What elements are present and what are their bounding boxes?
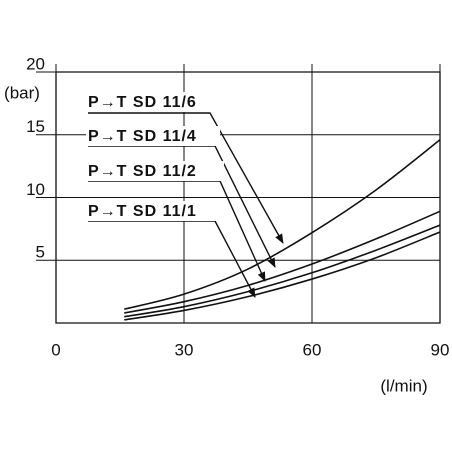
label-bg xyxy=(86,92,216,112)
series-label: P→T SD 11/2 xyxy=(88,163,197,180)
series-label: P→T SD 11/1 xyxy=(88,203,197,220)
x-tick-label: 30 xyxy=(175,340,194,359)
x-tick-label: 60 xyxy=(303,340,322,359)
label-bg xyxy=(86,161,224,181)
y-axis-label: (bar) xyxy=(4,83,40,102)
label-bg xyxy=(86,201,218,221)
series-line xyxy=(124,231,441,321)
y-tick-label: 15 xyxy=(26,117,45,136)
series-line xyxy=(124,224,441,318)
series-label: P→T SD 11/6 xyxy=(88,94,197,111)
y-tick-label: 10 xyxy=(26,180,45,199)
x-tick-label: 90 xyxy=(431,340,450,359)
x-axis-label: (l/min) xyxy=(380,376,427,395)
y-tick-label: 20 xyxy=(26,54,45,73)
series-line xyxy=(124,210,441,314)
label-bg xyxy=(86,126,220,146)
y-tick-label: 5 xyxy=(36,243,45,262)
series-line xyxy=(124,139,441,310)
series-label: P→T SD 11/4 xyxy=(88,128,197,145)
x-tick-label: 0 xyxy=(51,340,60,359)
